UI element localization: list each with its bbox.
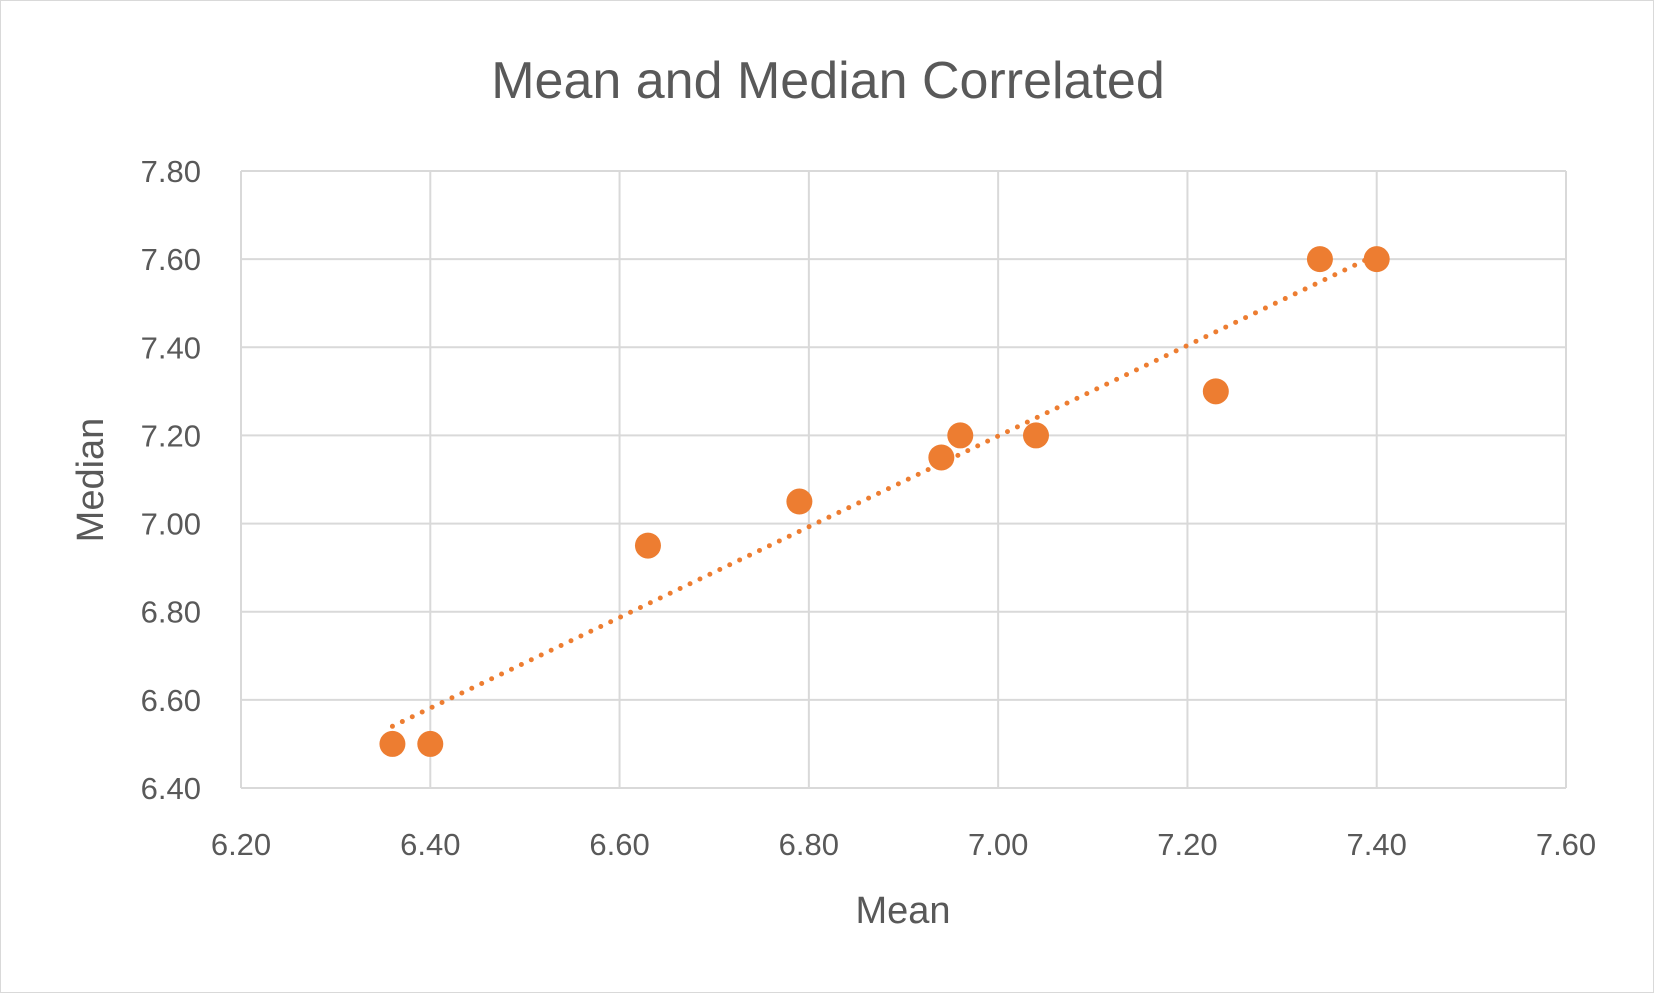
data-point — [947, 422, 974, 449]
data-point — [786, 488, 813, 515]
data-point — [1363, 246, 1390, 273]
x-tick-label: 6.40 — [400, 827, 460, 862]
x-tick-label: 7.60 — [1536, 827, 1596, 862]
y-tick-label: 7.20 — [141, 418, 201, 453]
data-point — [928, 444, 955, 471]
x-tick-label: 6.20 — [211, 827, 271, 862]
gridlines — [240, 170, 1567, 789]
y-tick-label: 6.60 — [141, 683, 201, 718]
data-point — [634, 532, 661, 559]
data-point — [1023, 422, 1049, 449]
y-tick-label: 6.40 — [141, 771, 201, 806]
y-tick-label: 7.40 — [141, 330, 201, 365]
data-point — [1306, 246, 1333, 273]
x-tick-label: 7.40 — [1347, 827, 1407, 862]
data-points — [379, 246, 1390, 757]
tick-labels: 6.40 6.60 6.80 7.00 7.20 7.40 7.60 7.80 6.20 6.40… — [141, 154, 1597, 862]
trendline-group — [389, 252, 1380, 729]
x-axis-title: Mean — [855, 890, 950, 932]
x-tick-label: 7.00 — [968, 827, 1028, 862]
x-tick-label: 6.80 — [779, 827, 839, 862]
x-tick-label: 7.20 — [1157, 827, 1217, 862]
y-tick-label: 7.00 — [141, 507, 201, 542]
y-tick-label: 6.80 — [141, 595, 201, 630]
y-axis-title: Median — [70, 418, 112, 543]
y-tick-label: 7.60 — [141, 242, 201, 277]
trendline — [389, 252, 1380, 729]
data-point — [417, 730, 444, 757]
y-tick-label: 7.80 — [141, 154, 201, 189]
data-point — [379, 730, 406, 757]
x-tick-label: 6.60 — [589, 827, 649, 862]
chart-title: Mean and Median Correlated — [491, 52, 1165, 110]
data-point — [1202, 378, 1229, 405]
